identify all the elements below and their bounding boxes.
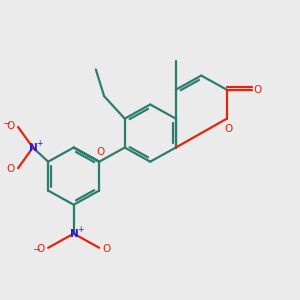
Text: −: − — [33, 245, 41, 255]
Text: O: O — [7, 121, 15, 131]
Text: +: + — [36, 140, 43, 148]
Text: −: − — [3, 119, 11, 130]
Text: O: O — [37, 244, 45, 254]
Text: +: + — [77, 225, 84, 234]
Text: O: O — [7, 164, 15, 174]
Text: N: N — [70, 229, 79, 238]
Text: O: O — [102, 244, 110, 254]
Text: O: O — [254, 85, 262, 95]
Text: O: O — [96, 147, 104, 158]
Text: O: O — [224, 124, 232, 134]
Text: N: N — [29, 142, 38, 152]
